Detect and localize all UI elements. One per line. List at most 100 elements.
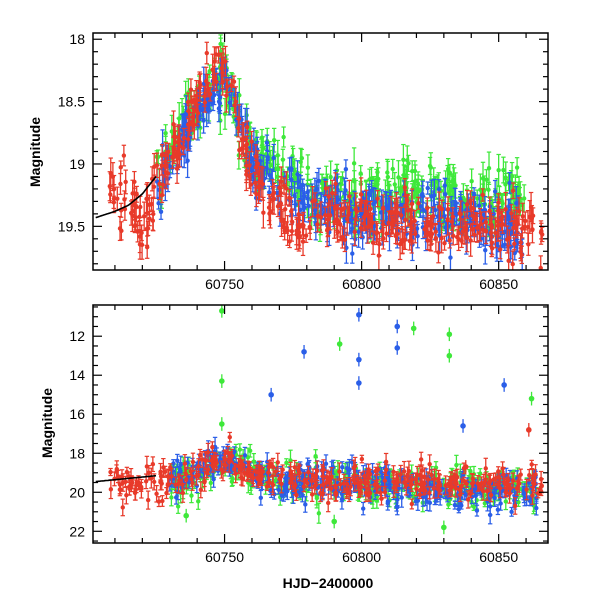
data-point [236,125,241,131]
data-point [180,145,186,151]
data-point [487,208,492,214]
data-point [366,191,371,196]
data-point [392,182,397,187]
data-point [539,228,544,234]
data-point [163,159,168,164]
data-point [305,165,311,170]
data-point [492,189,498,194]
data-point [395,210,401,216]
data-point [210,67,215,72]
data-point [442,240,447,246]
data-point [454,462,459,468]
data-point [159,192,165,198]
data-point [501,167,506,173]
data-point [529,216,535,221]
data-point [538,265,543,270]
data-point [493,230,498,236]
data-point [257,180,262,186]
data-point [254,191,259,197]
data-point [450,189,456,194]
data-point [287,239,292,244]
data-point [469,178,474,184]
top-ticks [93,33,548,270]
data-point [189,493,194,498]
data-point [403,217,408,222]
data-point [464,202,470,207]
data-point [521,196,527,201]
data-point [448,255,453,260]
y-tick-label: 19 [69,156,85,172]
data-point [213,52,219,57]
data-point [385,170,390,175]
data-point [402,185,408,190]
data-point [447,238,452,243]
data-point [326,194,331,199]
data-point [388,210,394,216]
data-point [352,229,357,235]
data-point [107,184,113,189]
data-point [135,229,140,234]
data-point [300,239,306,244]
data-point [425,185,430,191]
data-point [351,161,357,166]
data-point [512,214,517,220]
data-point [414,226,420,231]
y-tick-label: 18.5 [58,94,85,110]
data-point [149,201,154,207]
data-point [483,247,488,253]
data-point [412,218,417,224]
data-point [450,214,456,219]
data-point [401,157,406,162]
data-point [186,108,191,114]
data-point [337,222,343,227]
data-point [358,171,363,176]
data-point [347,194,352,199]
data-point [514,201,519,206]
data-point [191,97,197,103]
data-point [505,237,510,242]
data-point [144,244,150,250]
data-point [281,183,287,188]
data-point [520,214,525,219]
data-point [261,146,266,151]
data-point [310,199,315,204]
x-tick-label: 60850 [479,276,518,292]
data-point [159,152,165,157]
data-point [278,201,284,206]
data-point [219,66,224,71]
data-point [154,163,160,168]
data-point [469,205,474,210]
y-tick-label: 19.5 [58,218,85,234]
data-point [171,122,176,127]
data-point [294,228,299,234]
data-point [264,140,270,145]
data-point [271,155,276,161]
data-point [132,201,137,207]
data-point [121,153,127,158]
data-point [472,232,477,237]
data-point [299,198,305,204]
data-point [475,196,480,201]
data-point [516,209,522,214]
data-point [211,92,217,98]
data-point [257,158,263,163]
data-point [343,166,349,172]
data-point [115,196,120,201]
data-point [409,201,415,207]
data-point [205,81,210,87]
data-point [139,242,145,248]
data-point [436,187,442,192]
data-point [350,251,355,256]
data-point [384,206,389,211]
data-point [201,118,206,123]
data-point [123,179,128,185]
data-point [390,166,395,172]
data-point [319,178,325,184]
data-point [384,231,389,236]
x-tick-label: 60750 [205,276,244,292]
data-point [433,229,438,235]
data-point [229,83,234,88]
data-point [227,100,233,105]
